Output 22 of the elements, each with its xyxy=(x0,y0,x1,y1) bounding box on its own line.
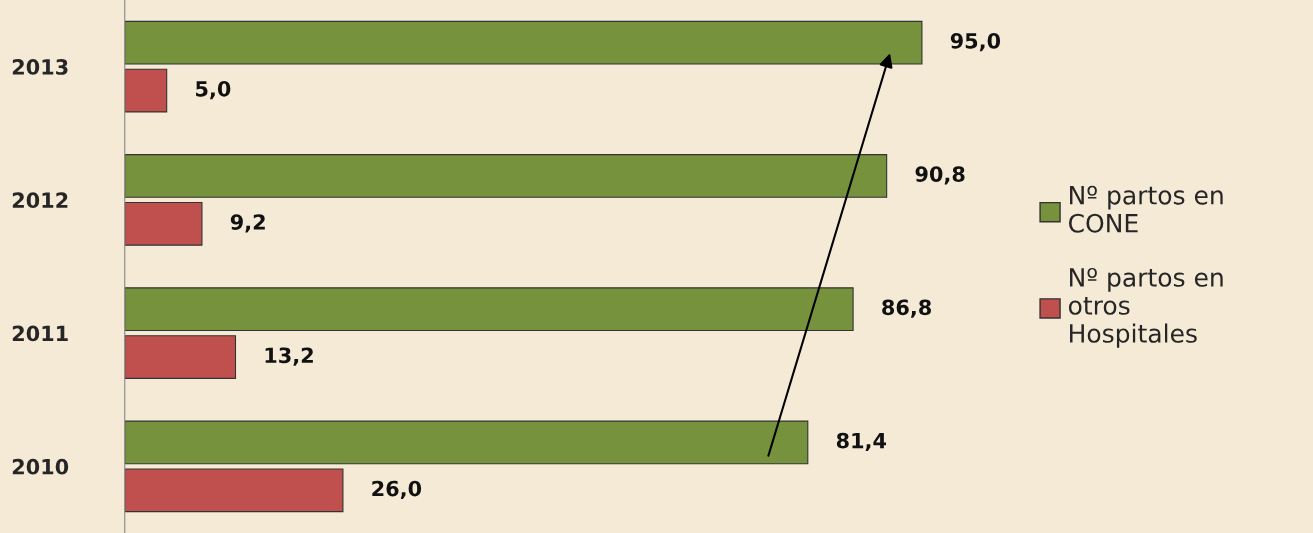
y-tick-label: 2011 xyxy=(12,325,68,342)
bar xyxy=(124,68,168,113)
data-label: 9,2 xyxy=(230,214,265,233)
bar xyxy=(124,420,809,465)
data-label: 26,0 xyxy=(372,480,422,500)
data-label: 13,2 xyxy=(265,347,313,366)
bar xyxy=(124,20,923,65)
bar xyxy=(124,201,203,246)
data-label: 86,8 xyxy=(882,299,931,318)
bar xyxy=(124,468,344,513)
y-tick-label: 2013 xyxy=(12,59,68,75)
bar xyxy=(124,287,854,332)
bar xyxy=(124,154,888,198)
data-label: 81,4 xyxy=(836,432,887,452)
y-tick-label: 2010 xyxy=(12,458,69,475)
data-label: 95,0 xyxy=(950,32,1001,52)
y-tick-label: 2012 xyxy=(12,192,68,209)
bar xyxy=(124,335,237,379)
legend-label: Nº partos en CONE xyxy=(1068,185,1223,233)
legend-label: Nº partos en otros Hospitales xyxy=(1068,267,1223,348)
data-label: 5,0 xyxy=(196,80,231,100)
data-label: 90,8 xyxy=(915,166,965,185)
